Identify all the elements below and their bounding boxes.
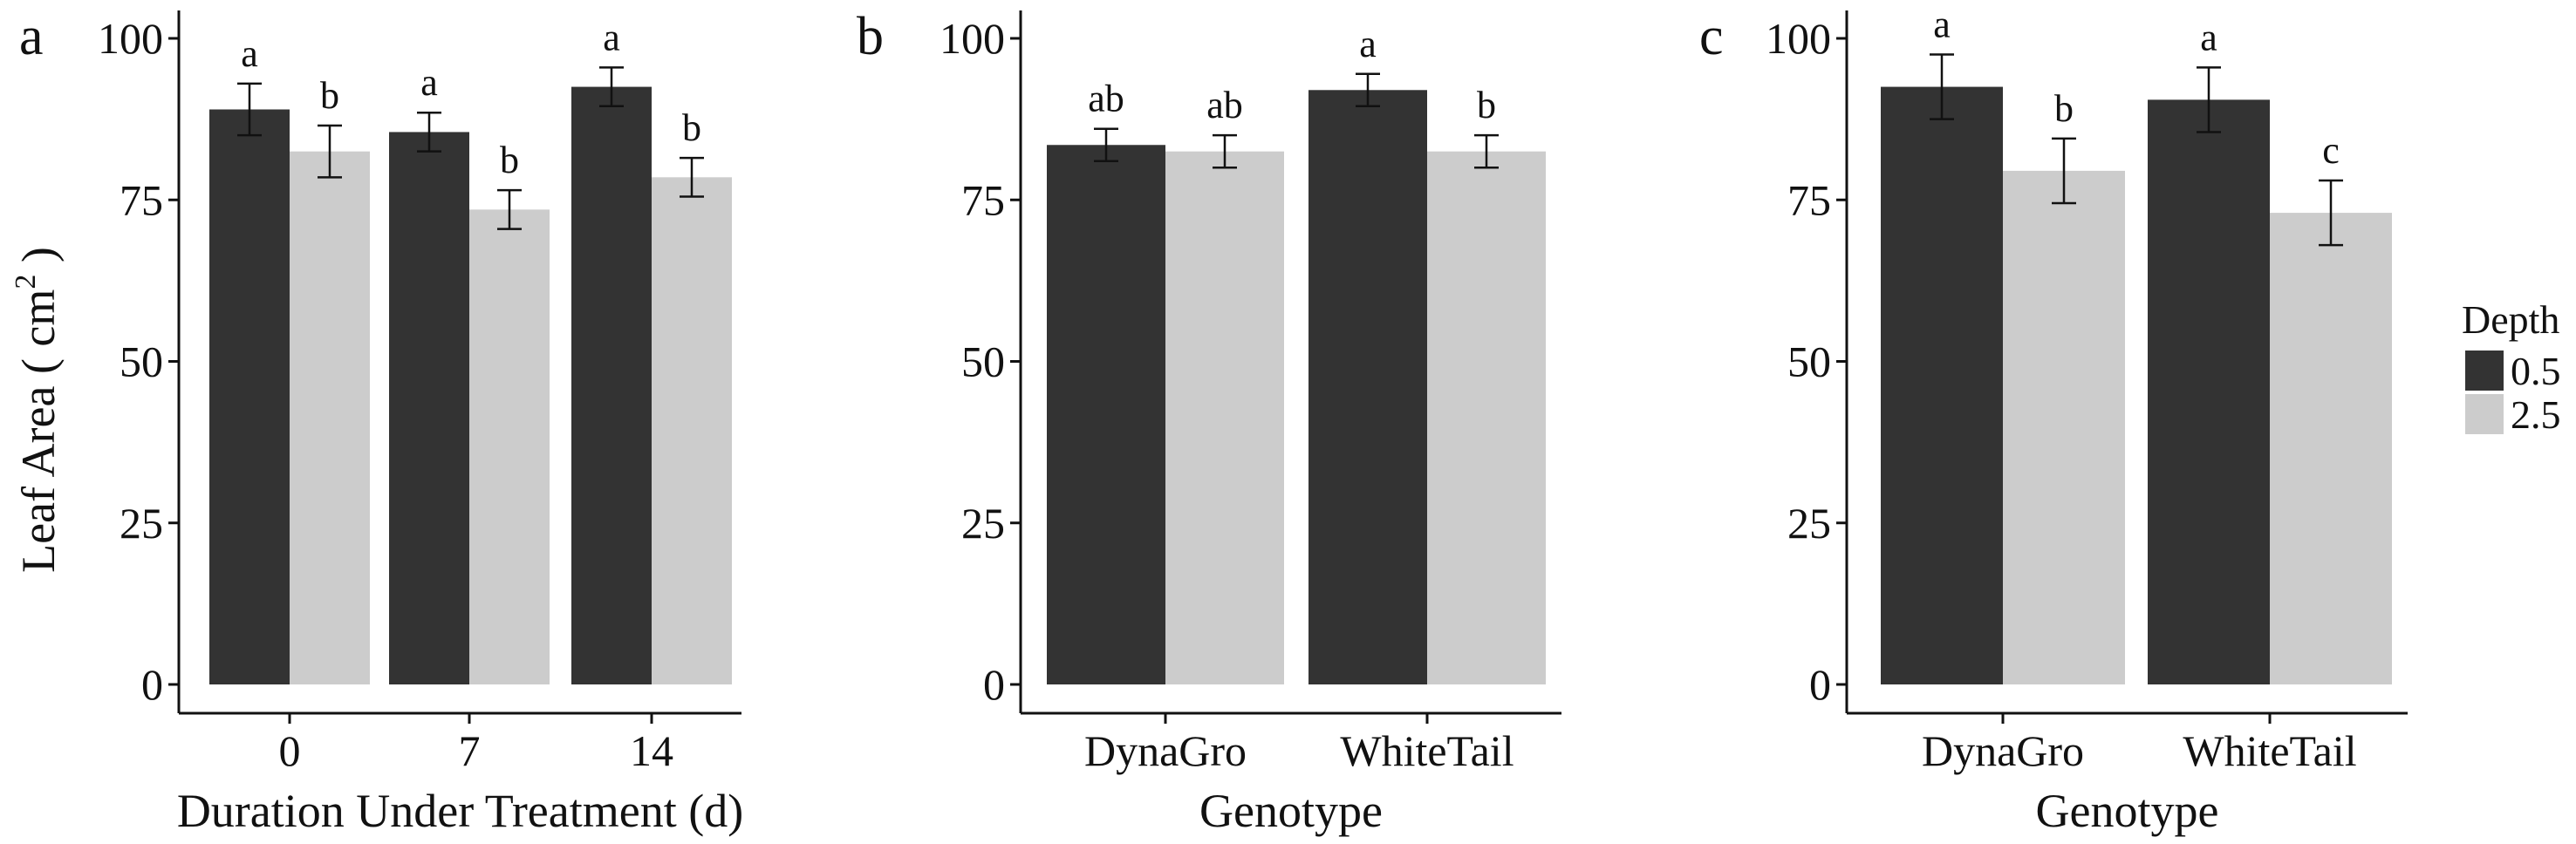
y-tick-label-50: 50	[1787, 337, 1831, 386]
sig-label-14-2.5: b	[682, 106, 701, 149]
y-tick-label-75: 75	[120, 175, 163, 224]
y-tick-label-25: 25	[961, 499, 1005, 548]
bar-0-0.5	[209, 109, 290, 684]
y-tick-label-100: 100	[940, 14, 1005, 63]
y-tick-label-50: 50	[961, 337, 1005, 386]
sig-label-WhiteTail-2.5: b	[1477, 84, 1496, 126]
legend-key-0.5	[2465, 351, 2504, 391]
bar-WhiteTail-2.5	[2270, 213, 2392, 684]
bar-14-0.5	[571, 86, 652, 684]
y-tick-label-100: 100	[98, 14, 163, 63]
sig-label-7-0.5: a	[420, 61, 438, 104]
x-tick-label-14: 14	[630, 726, 673, 775]
y-axis-title-close: )	[12, 247, 65, 274]
panel-letter-a: a	[19, 7, 44, 66]
panel-letter-b: b	[857, 7, 884, 66]
panel-letter-c: c	[1699, 7, 1724, 66]
legend: Depth 0.5 2.5	[2462, 297, 2561, 437]
y-axis-title-superscript: 2	[10, 275, 42, 289]
sig-label-0-0.5: a	[241, 32, 258, 75]
sig-label-DynaGro-2.5: b	[2054, 87, 2074, 130]
sig-label-14-0.5: a	[603, 16, 620, 58]
bar-DynaGro-0.5	[1047, 145, 1165, 684]
bar-DynaGro-0.5	[1881, 86, 2003, 684]
y-axis-title: Leaf Area ( cm2 )	[10, 247, 65, 573]
sig-label-0-2.5: b	[320, 74, 339, 117]
bar-DynaGro-2.5	[1165, 151, 1284, 685]
legend-title: Depth	[2462, 297, 2559, 342]
y-tick-label-75: 75	[961, 175, 1005, 224]
x-tick-label-7: 7	[459, 726, 481, 775]
bar-14-2.5	[652, 177, 732, 684]
y-tick-label-0: 0	[1809, 660, 1831, 709]
bar-7-0.5	[389, 132, 469, 684]
sig-label-WhiteTail-0.5: a	[1359, 23, 1377, 65]
y-tick-label-0: 0	[141, 660, 163, 709]
legend-label-2.5: 2.5	[2511, 392, 2561, 437]
sig-label-7-2.5: b	[500, 139, 519, 181]
sig-label-DynaGro-0.5: ab	[1088, 78, 1124, 120]
panel-c: 0 25 50 75 100 a b DynaGro a c WhiteTail Genotype	[1766, 3, 2408, 837]
bar-WhiteTail-0.5	[2148, 99, 2270, 684]
y-tick-label-75: 75	[1787, 175, 1831, 224]
x-tick-label-WhiteTail: WhiteTail	[1340, 726, 1513, 775]
y-tick-label-0: 0	[983, 660, 1005, 709]
bar-7-2.5	[469, 209, 550, 685]
panel-a: 0 25 50 75 100 a b 0 a b 7 a b 14 Duration Under Treat…	[98, 10, 743, 837]
bar-DynaGro-2.5	[2003, 170, 2125, 684]
x-axis-title-b: Genotype	[1199, 785, 1383, 837]
x-axis-title-c: Genotype	[2036, 785, 2219, 837]
x-axis-title-a: Duration Under Treatment (d)	[177, 785, 743, 837]
y-tick-label-25: 25	[1787, 499, 1831, 548]
x-tick-label-0: 0	[279, 726, 301, 775]
sig-label-WhiteTail-2.5: c	[2322, 129, 2340, 172]
x-tick-label-DynaGro: DynaGro	[1084, 726, 1247, 775]
legend-label-0.5: 0.5	[2511, 349, 2561, 393]
sig-label-WhiteTail-0.5: a	[2200, 16, 2217, 58]
bar-WhiteTail-2.5	[1427, 151, 1546, 685]
y-tick-label-100: 100	[1766, 14, 1831, 63]
x-tick-label-WhiteTail: WhiteTail	[2183, 726, 2356, 775]
sig-label-DynaGro-0.5: a	[1933, 3, 1951, 46]
bar-WhiteTail-0.5	[1308, 90, 1427, 684]
y-tick-label-50: 50	[120, 337, 163, 386]
sig-label-DynaGro-2.5: ab	[1206, 84, 1243, 126]
y-tick-label-25: 25	[120, 499, 163, 548]
bar-0-2.5	[290, 151, 370, 685]
x-tick-label-DynaGro: DynaGro	[1922, 726, 2084, 775]
legend-key-2.5	[2465, 394, 2504, 434]
